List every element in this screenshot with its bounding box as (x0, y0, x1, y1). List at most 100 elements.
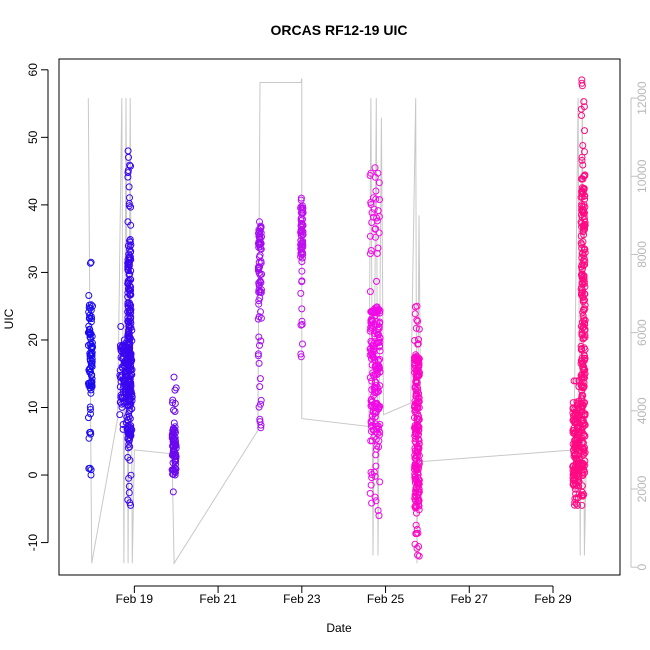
data-point (413, 525, 421, 533)
data-point (257, 314, 265, 322)
data-point (415, 423, 423, 431)
data-point (298, 248, 306, 256)
series-rf15 (254, 218, 265, 432)
data-point (299, 222, 307, 230)
data-point (580, 209, 588, 217)
y-tick-label: 60 (26, 63, 40, 77)
data-point (413, 316, 421, 324)
data-point (413, 463, 421, 471)
data-point (411, 310, 419, 318)
data-point (372, 462, 380, 470)
data-point (127, 162, 134, 170)
data-point (368, 474, 376, 482)
data-point (127, 248, 134, 256)
y-tick-label: 20 (26, 333, 40, 347)
y-tick-label: -10 (26, 534, 40, 552)
data-point (88, 359, 96, 367)
data-point (127, 422, 135, 430)
data-point (411, 406, 419, 414)
data-point (414, 551, 422, 559)
data-point (257, 308, 264, 316)
data-point (127, 203, 135, 211)
data-point (415, 359, 423, 367)
data-point (124, 402, 132, 410)
data-point (126, 389, 134, 397)
data-point (411, 303, 419, 311)
data-point (415, 336, 422, 344)
data-point (411, 365, 419, 373)
data-point (578, 79, 586, 87)
data-point (411, 540, 419, 548)
data-point (578, 266, 586, 274)
data-point (579, 262, 587, 269)
y-tick-label: 40 (26, 198, 40, 212)
data-point (125, 183, 133, 191)
data-point (367, 395, 375, 403)
data-point (297, 196, 305, 204)
data-point (580, 103, 588, 111)
data-point (578, 153, 586, 161)
data-point (371, 378, 379, 386)
data-point (414, 415, 421, 423)
data-point (366, 351, 374, 359)
data-point (412, 324, 420, 332)
data-point (87, 344, 95, 352)
data-point (298, 317, 306, 325)
data-point (415, 552, 423, 560)
data-point (579, 470, 587, 478)
data-point (125, 202, 133, 210)
data-point (578, 156, 586, 164)
data-point (373, 277, 380, 285)
data-point (297, 241, 305, 249)
data-point (581, 432, 589, 440)
data-point (370, 391, 378, 399)
data-point (125, 482, 133, 490)
data-point (578, 250, 586, 258)
data-point (414, 394, 422, 402)
data-point (415, 398, 423, 405)
data-point (579, 298, 587, 306)
data-point (376, 309, 384, 317)
data-point (126, 339, 134, 347)
data-point (577, 263, 585, 271)
data-point (579, 402, 587, 409)
data-point (117, 354, 125, 361)
data-point (255, 403, 263, 411)
y-axis-label: UIC (2, 308, 16, 329)
data-point (415, 354, 423, 362)
data-point (578, 395, 586, 403)
data-point (170, 436, 178, 444)
data-point (372, 225, 380, 233)
data-point (255, 333, 263, 341)
data-point (580, 466, 588, 474)
data-point (413, 449, 421, 456)
data-point (124, 299, 132, 307)
data-point (88, 315, 96, 323)
data-point (579, 238, 587, 246)
data-point (577, 239, 585, 247)
data-point (581, 410, 589, 418)
data-point (87, 471, 95, 479)
altitude-trace-layer (87, 78, 587, 565)
data-point (371, 389, 378, 397)
data-point (375, 437, 383, 445)
data-point (368, 398, 376, 406)
data-point (415, 390, 423, 398)
x-tick-label: Feb 27 (451, 592, 489, 606)
data-point (126, 238, 134, 246)
data-point (256, 341, 263, 349)
data-point (124, 348, 132, 356)
data-point (411, 383, 419, 391)
data-point (125, 407, 133, 415)
data-point (128, 371, 136, 379)
data-point (412, 368, 420, 376)
data-point (371, 225, 379, 233)
data-point (87, 318, 95, 326)
data-point (415, 497, 423, 504)
data-point (127, 309, 135, 317)
data-point (127, 241, 135, 249)
data-point (299, 340, 306, 348)
data-point (581, 127, 588, 135)
y-tick-label: 10 (26, 401, 40, 415)
data-point (370, 205, 378, 213)
